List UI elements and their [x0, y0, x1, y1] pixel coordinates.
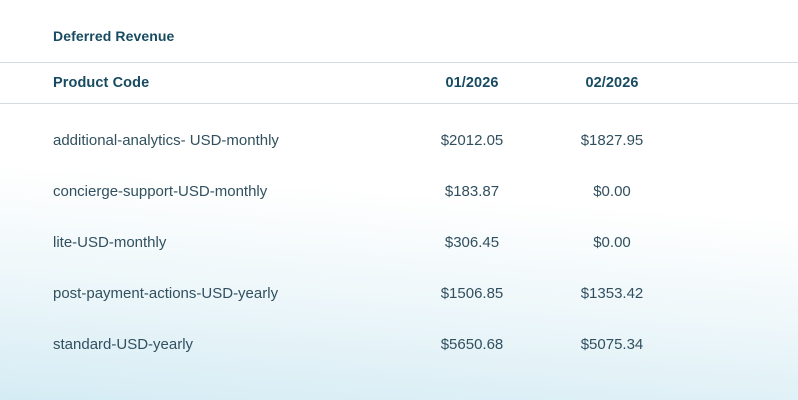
table-row: lite-USD-monthly $306.45 $0.00	[0, 217, 798, 268]
table-body: additional-analytics- USD-monthly $2012.…	[0, 104, 798, 370]
product-code-cell: additional-analytics- USD-monthly	[53, 132, 279, 149]
column-header-month-02-2026: 02/2026	[585, 75, 639, 91]
amount-cell-month-2: $0.00	[593, 234, 631, 251]
amount-cell-month-2: $5075.34	[580, 336, 644, 353]
column-header-month-01-2026: 01/2026	[445, 75, 499, 91]
amount-cell-month-1: $5650.68	[440, 336, 504, 353]
product-code-cell: lite-USD-monthly	[53, 234, 167, 251]
amount-cell-month-2: $0.00	[593, 183, 631, 200]
product-code-cell: concierge-support-USD-monthly	[53, 183, 268, 200]
amount-cell-month-2: $1827.95	[580, 132, 644, 149]
table-row: additional-analytics- USD-monthly $2012.…	[0, 115, 798, 166]
table-row: concierge-support-USD-monthly $183.87 $0…	[0, 166, 798, 217]
page-title: Deferred Revenue	[53, 27, 175, 44]
table-row: standard-USD-yearly $5650.68 $5075.34	[0, 319, 798, 370]
amount-cell-month-1: $183.87	[444, 183, 500, 200]
report-title-row: Deferred Revenue	[0, 0, 798, 62]
table-row: post-payment-actions-USD-yearly $1506.85…	[0, 268, 798, 319]
amount-cell-month-1: $2012.05	[440, 132, 504, 149]
column-header-product-code: Product Code	[53, 75, 150, 91]
product-code-cell: post-payment-actions-USD-yearly	[53, 285, 279, 302]
amount-cell-month-2: $1353.42	[580, 285, 644, 302]
amount-cell-month-1: $1506.85	[440, 285, 504, 302]
amount-cell-month-1: $306.45	[444, 234, 500, 251]
product-code-cell: standard-USD-yearly	[53, 336, 194, 353]
table-header: Product Code 01/2026 02/2026	[0, 62, 798, 104]
